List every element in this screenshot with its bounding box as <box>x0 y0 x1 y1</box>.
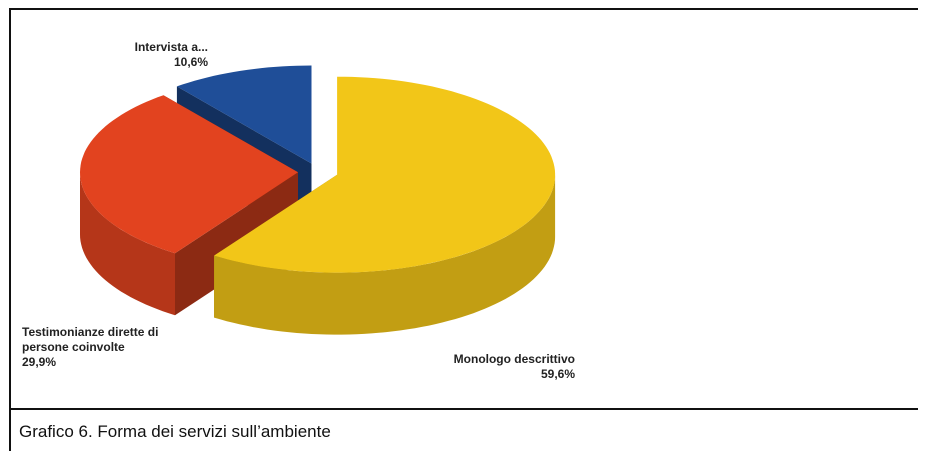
category-name: Monologo descrittivo <box>453 352 575 366</box>
value-label: 10,6% <box>173 55 208 69</box>
category-name: Testimonianze dirette di persone coinvol… <box>22 325 159 354</box>
slice <box>80 95 298 254</box>
slice-label: Monologo descrittivo 59,6% <box>410 352 575 382</box>
slice <box>214 76 556 273</box>
slice-side <box>80 172 175 316</box>
caption: Grafico 6. Forma dei servizi sull’ambien… <box>9 410 926 451</box>
chart-frame <box>9 8 918 410</box>
value-label: 59,6% <box>540 367 575 381</box>
value-label: 29,9% <box>22 355 57 369</box>
slice-label: Intervista a... 10,6% <box>90 40 208 70</box>
category-name: Intervista a... <box>134 40 208 54</box>
slice <box>176 65 312 164</box>
slice-side <box>214 174 556 335</box>
slice-label: Testimonianze dirette di persone coinvol… <box>22 325 197 370</box>
